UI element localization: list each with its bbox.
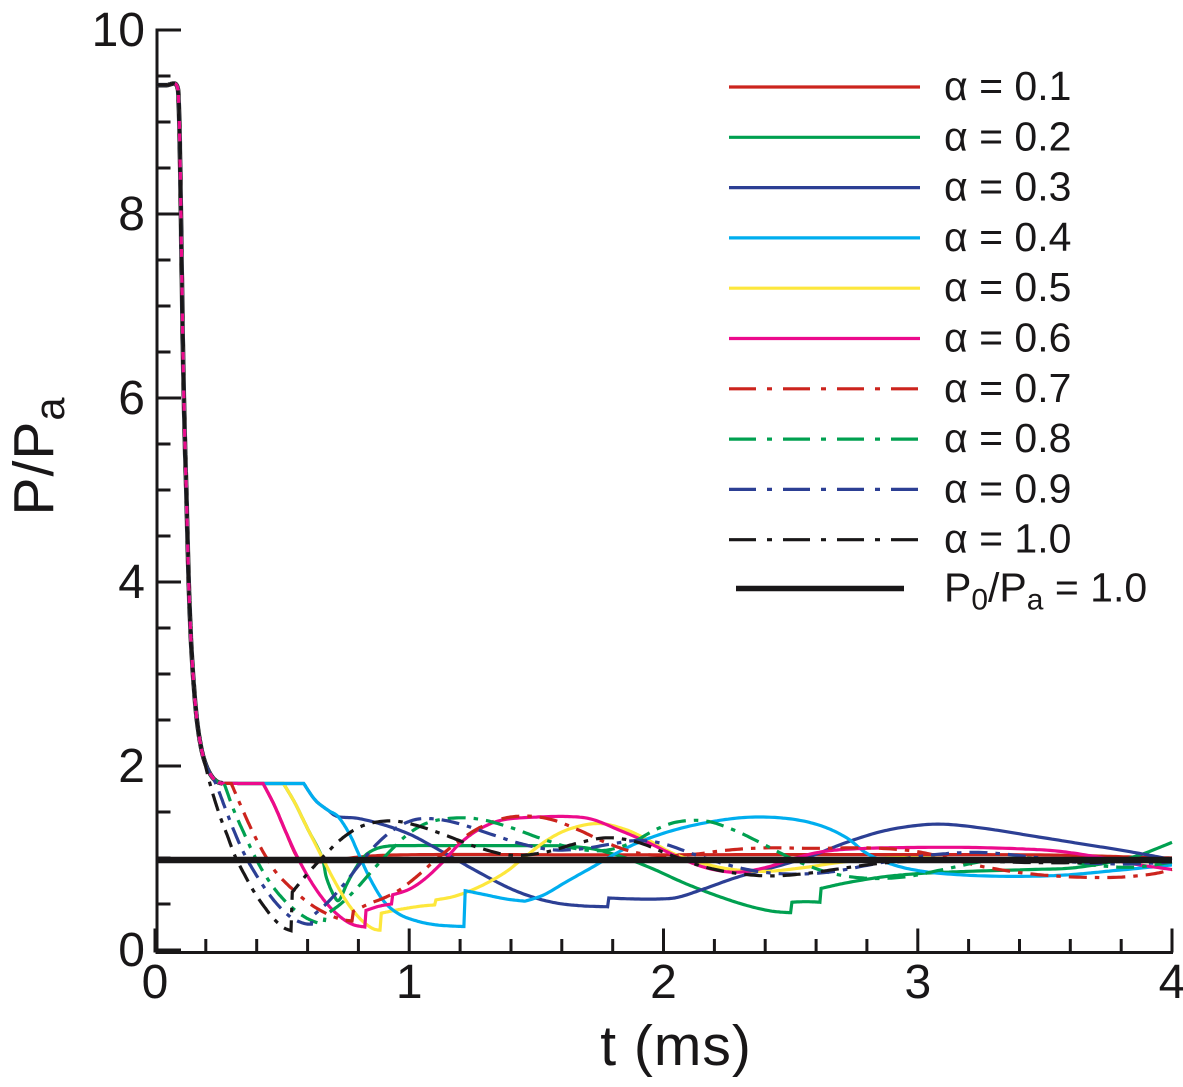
svg-text:6: 6: [118, 372, 145, 425]
svg-text:1: 1: [396, 956, 423, 1009]
svg-text:α = 0.5: α = 0.5: [944, 264, 1071, 310]
svg-text:α = 0.6: α = 0.6: [944, 315, 1071, 361]
svg-text:2: 2: [650, 956, 677, 1009]
svg-text:0: 0: [142, 956, 169, 1009]
svg-text:P/Pa: P/Pa: [2, 396, 73, 515]
svg-text:α = 0.3: α = 0.3: [944, 164, 1071, 210]
svg-text:α = 0.4: α = 0.4: [944, 214, 1071, 260]
svg-text:α = 0.8: α = 0.8: [944, 415, 1071, 461]
svg-text:8: 8: [118, 188, 145, 241]
svg-text:3: 3: [904, 956, 931, 1009]
svg-text:α = 0.1: α = 0.1: [944, 63, 1071, 109]
svg-text:10: 10: [92, 4, 145, 57]
svg-text:P0/Pa = 1.0: P0/Pa = 1.0: [944, 565, 1147, 617]
svg-text:α = 0.7: α = 0.7: [944, 365, 1071, 411]
svg-text:α = 1.0: α = 1.0: [944, 516, 1071, 562]
svg-text:0: 0: [118, 924, 145, 977]
svg-text:4: 4: [1159, 956, 1183, 1009]
svg-text:α = 0.9: α = 0.9: [944, 465, 1071, 511]
svg-text:α = 0.2: α = 0.2: [944, 113, 1071, 159]
svg-text:4: 4: [118, 556, 145, 609]
svg-text:2: 2: [118, 740, 145, 793]
svg-text:t (ms): t (ms): [600, 1014, 752, 1078]
